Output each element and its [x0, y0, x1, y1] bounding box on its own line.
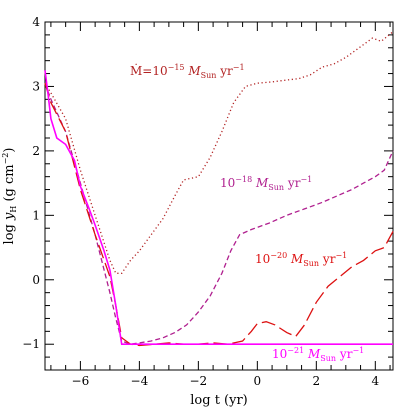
x-tick-label: −6	[72, 374, 90, 388]
annotation-layer: Ṁ=10−15 MSun yr−1 10−18 MSun yr−1 10−20 MS…	[130, 63, 364, 363]
x-tick-label: 4	[371, 374, 379, 388]
y-tick-label: −1	[22, 337, 40, 351]
series-label-0: Ṁ=10−15 MSun yr−1	[130, 63, 245, 80]
series-layer	[44, 31, 394, 347]
series-label-2: 10−20 MSun yr−1	[255, 251, 347, 268]
plot-frame	[44, 21, 394, 371]
y-tick-label: 3	[32, 79, 40, 93]
x-tick-label: 2	[313, 374, 321, 388]
series-label-1: 10−18 MSun yr−1	[220, 175, 312, 192]
x-tick-label: 0	[254, 374, 262, 388]
series-line-2	[44, 83, 394, 347]
ticks: −6 −4 −2 0 2 4 −1 0 1 2 3 4	[22, 15, 393, 388]
y-tick-label: 1	[32, 208, 40, 222]
x-axis-label: log t (yr)	[190, 393, 248, 408]
series-label-3: 10−21 MSun yr−1	[272, 346, 364, 363]
x-tick-label: −4	[131, 374, 149, 388]
x-tick-label: −2	[190, 374, 208, 388]
y-tick-label: 0	[32, 273, 40, 287]
y-axis-label: log yH (g cm−2)	[1, 148, 18, 245]
y-tick-label: 2	[32, 144, 40, 158]
series-line-1	[44, 82, 394, 345]
series-line-3	[44, 70, 393, 346]
y-tick-label: 4	[32, 15, 40, 29]
